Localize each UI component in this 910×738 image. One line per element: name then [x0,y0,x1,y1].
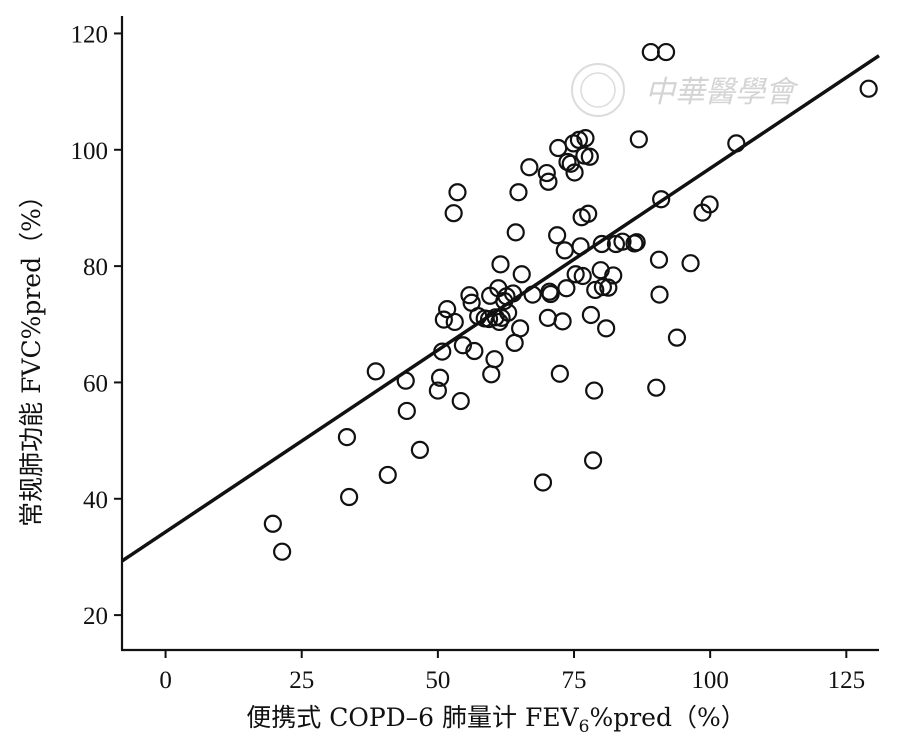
data-point [550,364,569,383]
data-point [647,378,666,397]
data-point [541,284,560,304]
data-point [482,365,501,384]
data-point [460,286,479,305]
data-point [465,341,484,361]
data-point [453,336,473,355]
data-point [652,190,671,209]
data-point [537,163,556,183]
data-point [485,350,504,369]
y-ticks: 20 40 60 80 100 120 [71,21,122,630]
data-point [506,223,525,242]
x-tick-label: 50 [425,667,450,694]
data-point [263,514,282,533]
data-point [520,158,539,177]
data-points [263,42,878,561]
axes [120,16,879,652]
data-point [451,391,470,411]
data-point [581,305,601,325]
data-point [548,226,567,245]
data-point [650,285,669,304]
data-point [410,440,429,460]
data-point [579,204,598,223]
data-point [366,362,385,381]
data-point [549,138,568,158]
data-point [649,250,669,269]
watermark: 中華醫學會 [571,63,799,117]
watermark-seal-icon [571,63,625,117]
data-point [604,266,623,285]
data-point [597,319,616,338]
x-tick-label: 125 [828,667,866,694]
x-tick-label: 0 [159,667,172,694]
y-tick-label: 40 [83,487,108,514]
regression-line [121,54,880,563]
x-tick-label: 100 [691,667,729,694]
data-point [586,280,605,300]
data-point [491,255,510,274]
data-point [538,308,557,327]
data-point [539,172,558,191]
data-point [273,542,292,561]
data-point [629,130,648,149]
data-point [428,381,447,400]
data-point [576,129,595,148]
watermark-text: 中華醫學會 [645,75,799,110]
data-point [553,312,572,331]
data-point [555,241,574,260]
y-tick-label: 100 [71,138,109,165]
y-tick-label: 20 [83,603,108,630]
data-point [337,428,357,447]
data-point [561,154,580,173]
data-point [512,265,531,284]
x-tick-label: 75 [562,667,587,694]
y-tick-label: 120 [71,21,109,48]
data-point [585,381,604,400]
data-point [448,183,467,202]
data-point [566,265,585,284]
data-point [565,163,584,182]
data-point [599,278,618,297]
data-point [533,473,553,492]
data-point [580,147,599,166]
data-point [444,204,463,223]
data-point [397,401,416,421]
data-point [656,42,676,62]
y-axis-title: 常规肺功能 FVC%pred（%） [17,183,46,527]
data-point [593,277,612,297]
data-point [583,451,603,470]
y-tick-label: 60 [83,370,108,397]
x-tick-label: 25 [289,667,314,694]
data-point [430,368,450,387]
data-point [509,183,528,202]
data-point [859,79,878,98]
data-point [378,465,397,485]
data-point [613,232,632,251]
data-point [511,319,530,338]
watermark-seal-inner-icon [580,72,616,108]
data-point [667,328,687,347]
y-tick-label: 80 [83,254,108,281]
data-point [445,312,464,332]
x-ticks: 0 25 50 75 100 125 [159,650,865,694]
data-point [627,233,646,252]
data-point [573,266,592,286]
x-axis-title: 便携式 COPD–6 肺量计 FEV6%pred（%） [246,703,745,737]
data-point [340,487,359,507]
data-point [681,254,700,273]
data-point [700,195,719,214]
data-point [434,310,453,329]
data-point [641,42,660,62]
data-point [557,279,576,298]
